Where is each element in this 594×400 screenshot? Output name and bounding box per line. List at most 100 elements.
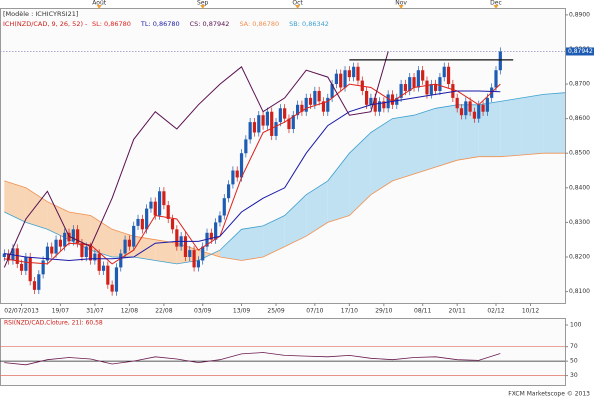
candle-body (300, 104, 304, 112)
legend-entry: CS: 0,87942 (190, 20, 230, 28)
candle-body (101, 265, 106, 271)
candle-body (162, 191, 166, 206)
x-tick-label: 02/12 (487, 308, 504, 315)
candle-body (28, 256, 32, 282)
cloud (392, 115, 414, 181)
cloud (4, 180, 26, 223)
x-tick-label: 22/08 (155, 308, 172, 315)
candle-body (434, 84, 438, 91)
y-tick-label: 0,8900 (569, 11, 590, 18)
y-tick-label: 100 (570, 322, 582, 329)
candle-body (114, 267, 119, 292)
month-label: Dec (490, 0, 502, 7)
cloud (133, 236, 156, 261)
cloud (543, 92, 565, 154)
candle-body (270, 111, 274, 136)
span-a-line (4, 152, 565, 261)
candle-body (222, 198, 226, 216)
x-tick-label: 25/09 (267, 308, 284, 315)
cloud (220, 229, 242, 261)
legend-entry: SB: 0,86342 (289, 20, 329, 28)
candle-body (24, 256, 28, 271)
candle-body (494, 70, 498, 88)
candle-body (304, 97, 308, 112)
candle-body (308, 97, 313, 105)
candle-body (132, 225, 136, 247)
candle-body (455, 97, 459, 109)
candle-body (408, 77, 412, 91)
candle-body (2, 253, 6, 257)
cloud (521, 94, 544, 155)
candle-body (45, 246, 50, 261)
candle-body (326, 97, 330, 112)
cloud (263, 215, 285, 257)
candle-body (41, 260, 45, 275)
candle-body (356, 66, 360, 81)
x-tick-label: 02/07/2013 (4, 308, 39, 315)
candle-body (106, 265, 110, 285)
cloud (435, 104, 458, 168)
indicator-label: ICH(NZD/CAD, 9, 26, 52) - (3, 20, 88, 28)
candle-body (123, 239, 127, 254)
candle-body (330, 84, 334, 98)
candle-body (291, 115, 295, 130)
candle-body (88, 246, 93, 261)
candle-body (153, 201, 157, 216)
model-label: [Modèle : ICHICYRSI21] (3, 10, 78, 18)
cloud (47, 201, 69, 240)
cloud (500, 97, 522, 157)
candle-body (218, 215, 222, 223)
candle-body (175, 229, 179, 247)
month-marker (96, 5, 102, 9)
candle-body (313, 90, 317, 105)
month-label: Nov (395, 0, 407, 7)
month-label: Août (92, 0, 106, 7)
candle-body (278, 108, 282, 123)
cloud (457, 104, 479, 161)
month-label: Sep (197, 0, 209, 7)
x-tick-label: 31/07 (86, 308, 103, 315)
y-tick-label: 0,8400 (569, 184, 590, 191)
cloud (25, 187, 48, 230)
candle-body (339, 73, 343, 88)
candle-body (429, 84, 433, 95)
candle-body (84, 246, 88, 257)
month-label: Oct (292, 0, 303, 7)
candle-body (214, 222, 218, 240)
candle-body (239, 153, 244, 178)
candle-body (196, 260, 200, 268)
candle-body (412, 77, 416, 88)
footer: FXCM Marketscope © 2013 (508, 391, 590, 398)
candle-body (231, 170, 235, 185)
candle-body (192, 250, 196, 268)
candle-body (97, 253, 101, 271)
candle-body (32, 281, 37, 290)
price-tag-label: 0,87942 (568, 48, 593, 55)
x-tick-label: 03/09 (194, 308, 211, 315)
candle-body (365, 90, 369, 105)
x-tick-label: 08/11 (414, 308, 431, 315)
candle-body (373, 97, 377, 112)
x-tick-label: 17/10 (341, 308, 358, 315)
candle-body (399, 84, 403, 98)
candle-body (442, 66, 446, 78)
candle-body (63, 232, 67, 247)
candle-body (157, 191, 162, 216)
legend-entry: SA: 0,86780 (239, 20, 279, 28)
x-tick-label: 20/11 (449, 308, 466, 315)
x-tick-label: 12/08 (121, 308, 138, 315)
candle-body (136, 218, 140, 226)
candle-body (252, 122, 257, 133)
candle-body (58, 239, 62, 247)
legend-entry: TL: 0,86780 (140, 20, 180, 28)
candle-body (472, 111, 477, 119)
x-tick-label: 29/10 (375, 308, 392, 315)
candle-body (209, 232, 213, 240)
legend-entry: SL: 0,86780 (92, 20, 131, 28)
month-marker (493, 5, 499, 9)
candle-body (321, 101, 326, 112)
candle-body (451, 84, 455, 98)
candle-body (347, 70, 351, 78)
candle-body (110, 284, 114, 292)
candle-body (334, 73, 339, 85)
